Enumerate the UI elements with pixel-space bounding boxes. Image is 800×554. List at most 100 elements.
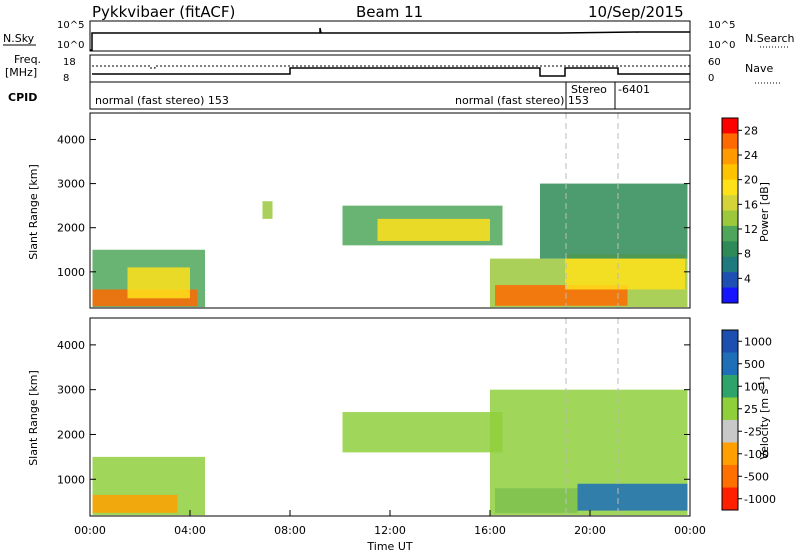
power-colorbar-frame — [721, 117, 739, 304]
power-colorbar-cell — [722, 241, 738, 258]
nave-tick-top: 60 — [708, 57, 721, 68]
freq-trace — [92, 67, 690, 77]
power-colorbar-cell — [722, 256, 738, 273]
power-colorbar-tick-label: 20 — [744, 174, 758, 187]
time-axis-label: Time UT — [366, 540, 412, 553]
velocity-colorbar-tick-label: -25 — [744, 425, 762, 438]
velocity-colorbar-tick-label: -100 — [744, 448, 769, 461]
power-colorbar-tick-label: 16 — [744, 198, 758, 211]
velocity-ylabel: Slant Range [km] — [27, 370, 40, 466]
y-tick-label-3: 4000 — [57, 133, 85, 146]
y-tick-label-0: 1000 — [57, 473, 85, 486]
power-y-ticks: 1000 2000 3000 4000 — [57, 133, 690, 279]
nave-label: Nave — [745, 62, 773, 75]
power-panel: 1000 2000 3000 4000 Slant Range [km] — [27, 112, 691, 309]
y-tick-label-0: 1000 — [57, 266, 85, 279]
velocity-colorbar-tick-label: 100 — [744, 380, 765, 393]
power-regions — [92, 183, 688, 308]
power-colorbar-ticks: 28 24 20 16 12 8 4 — [738, 124, 758, 285]
x-tick-label-6: 00:00 — [674, 524, 706, 537]
velocity-colorbar-cell — [722, 397, 738, 421]
power-colorbar-tick-label: 28 — [744, 124, 758, 137]
y-tick-label-2: 3000 — [57, 384, 85, 397]
velocity-colorbar-cell — [722, 420, 738, 443]
freq-tick-top: 18 — [63, 57, 76, 68]
power-plot-frame — [89, 112, 691, 309]
velocity-colorbar-label-sup: -1 — [757, 381, 766, 389]
power-colorbar-cell — [722, 225, 738, 242]
power-colorbar-tick-label: 4 — [744, 272, 751, 285]
velocity-colorbar-tick-label: 500 — [744, 358, 765, 371]
freq-unit: [MHz] — [5, 66, 37, 79]
scatter-region-7 — [495, 285, 628, 306]
velocity-colorbar-cell — [722, 330, 738, 353]
x-tick-label-0: 00:00 — [74, 524, 106, 537]
velocity-colorbar-tick-label: -500 — [744, 470, 769, 483]
scatter-region-9 — [540, 183, 688, 259]
velocity-colorbar-cell — [722, 442, 738, 466]
power-colorbar-cell — [722, 210, 738, 227]
power-colorbar-cell — [722, 287, 738, 304]
x-tick-label-2: 08:00 — [274, 524, 306, 537]
cpid-entry-3: Stereo — [571, 83, 607, 96]
power-colorbar-cell — [722, 148, 738, 165]
velocity-y-ticks: 1000 2000 3000 4000 — [57, 339, 690, 486]
y-tick-label-1: 2000 — [57, 222, 85, 235]
scatter-region-8 — [565, 254, 685, 290]
cpid-entry-2: normal (fast stereo) 153 — [455, 94, 589, 107]
velocity-colorbar-cell — [722, 352, 738, 376]
freq-label: Freq. — [14, 53, 41, 66]
velocity-colorbar: 1000 500 100 25 -25 -100 -500 -1000 Velocity [m… — [721, 329, 776, 511]
velocity-colorbar-cell — [722, 375, 738, 398]
nsearch-label: N.Search — [745, 32, 795, 45]
nsky-tick-bottom: 10^0 — [57, 40, 84, 51]
power-colorbar-cell — [722, 164, 738, 181]
velocity-colorbar-label-end: ] — [758, 376, 771, 380]
velocity-colorbar-label-main: Velocity [m s — [758, 388, 771, 459]
nsky-trace — [90, 27, 690, 51]
scatter-region-2 — [127, 267, 190, 299]
nsky-strip-frame — [89, 20, 691, 52]
x-tick-label-5: 20:00 — [574, 524, 606, 537]
nsearch-tick-bottom: 10^0 — [708, 40, 735, 51]
scatter-region-1 — [92, 494, 178, 513]
x-tick-label-4: 16:00 — [474, 524, 506, 537]
cpid-strip-frame — [89, 81, 691, 110]
cpid-entry-4: -6401 — [618, 83, 650, 96]
velocity-colorbar-frame — [721, 329, 739, 511]
cpid-label: CPID — [8, 91, 37, 104]
scatter-region-3 — [262, 201, 273, 219]
power-colorbar: 28 24 20 16 12 8 4 Power [dB] — [721, 117, 771, 304]
power-colorbar-cells — [722, 118, 738, 304]
velocity-colorbar-tick-label: 25 — [744, 403, 758, 416]
velocity-panel: 1000 2000 3000 4000 00:00 04:00 08:00 12:00 16:… — [27, 317, 706, 553]
freq-tick-bottom: 8 — [63, 73, 69, 84]
cpid-entry-1: normal (fast stereo) 153 — [95, 94, 229, 107]
velocity-colorbar-ticks: 1000 500 100 25 -25 -100 -500 -1000 — [738, 335, 776, 506]
velocity-colorbar-cell — [722, 487, 738, 511]
y-tick-label-1: 2000 — [57, 428, 85, 441]
velocity-colorbar-tick-label: 1000 — [744, 335, 772, 348]
x-tick-label-1: 04:00 — [174, 524, 206, 537]
scatter-region-5 — [377, 218, 490, 241]
y-tick-label-2: 3000 — [57, 178, 85, 191]
power-colorbar-tick-label: 24 — [744, 149, 758, 162]
power-colorbar-cell — [722, 118, 738, 134]
nave-trace — [92, 65, 690, 69]
power-colorbar-label: Power [dB] — [758, 182, 771, 242]
velocity-colorbar-tick-label: -1000 — [744, 493, 776, 506]
power-colorbar-tick-label: 12 — [744, 223, 758, 236]
power-colorbar-tick-label: 8 — [744, 248, 751, 261]
y-tick-label-3: 4000 — [57, 339, 85, 352]
velocity-x-ticks: 00:00 04:00 08:00 12:00 16:00 20:00 00:00 — [74, 510, 706, 537]
nave-tick-bottom: 0 — [708, 73, 714, 84]
velocity-colorbar-cells — [722, 330, 738, 511]
power-colorbar-cell — [722, 272, 738, 289]
nsearch-tick-top: 10^5 — [708, 20, 735, 31]
power-ylabel: Slant Range [km] — [27, 164, 40, 260]
nsky-label: N.Sky — [3, 32, 35, 45]
beam-title: Beam 11 — [356, 3, 423, 21]
velocity-colorbar-label: Velocity [m s-1] — [757, 376, 772, 459]
power-colorbar-cell — [722, 195, 738, 211]
